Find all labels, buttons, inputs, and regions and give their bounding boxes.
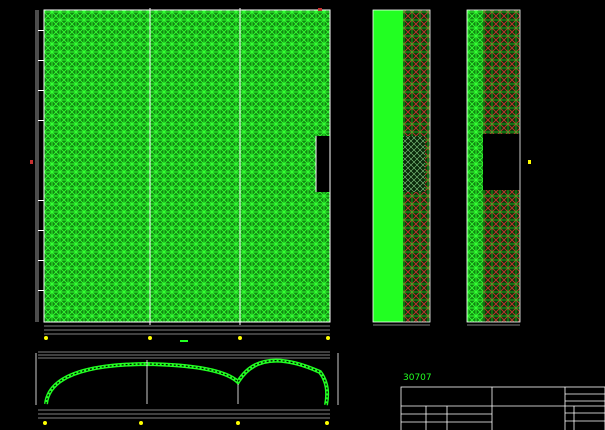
panel-right [466,9,531,326]
panel-middle [372,9,431,326]
drawing-caption: 30707 [403,373,432,383]
roof-plan [30,8,332,342]
title-block [400,386,605,430]
section-view [35,351,339,425]
